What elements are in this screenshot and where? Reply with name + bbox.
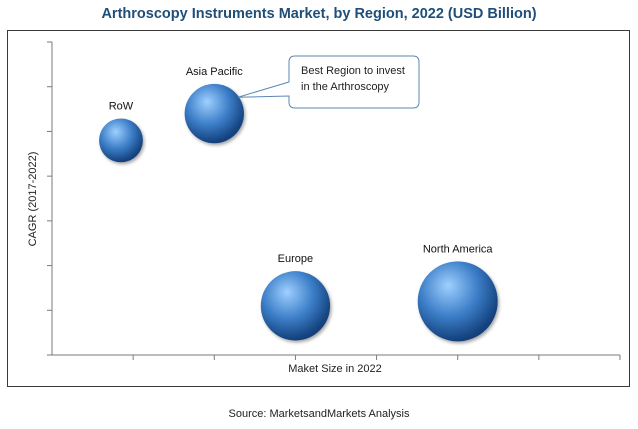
bubble-label-layer: RoW Asia Pacific Europe North America xyxy=(109,66,494,265)
bubble-layer xyxy=(99,83,498,342)
bubble-row xyxy=(99,118,143,163)
callout-text-line-1: Best Region to invest xyxy=(301,65,405,77)
callout-text-line-2: in the Arthroscopy xyxy=(301,81,390,93)
source-note: Source: MarketsandMarkets Analysis xyxy=(228,408,410,420)
bubble-label-asia-pacific: Asia Pacific xyxy=(186,66,243,78)
x-axis-label: Maket Size in 2022 xyxy=(288,363,382,375)
bubble-asia-pacific xyxy=(184,83,244,144)
y-axis-label: CAGR (2017-2022) xyxy=(27,152,39,247)
chart-axes xyxy=(47,41,621,360)
bubble-label-north-america: North America xyxy=(423,243,494,255)
bubble-label-row: RoW xyxy=(109,100,134,112)
bubble-north-america xyxy=(417,261,498,342)
chart-title: Arthroscopy Instruments Market, by Regio… xyxy=(101,6,537,22)
bubble-label-europe: Europe xyxy=(278,253,313,265)
bubble-europe xyxy=(260,271,331,341)
callout-annotation: Best Region to invest in the Arthroscopy xyxy=(237,55,420,109)
callout-box xyxy=(237,55,420,109)
chart-frame xyxy=(7,30,630,387)
